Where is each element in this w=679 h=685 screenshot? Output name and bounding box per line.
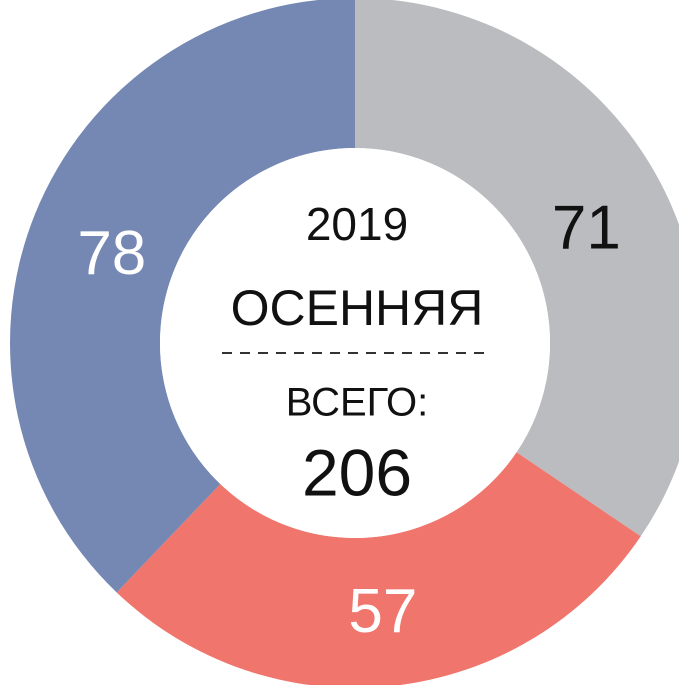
value-label: 78: [77, 219, 146, 288]
total-label: ВСЕГО:: [286, 381, 429, 425]
segments: [10, 0, 679, 685]
segment: [116, 452, 641, 685]
segment: [355, 0, 679, 537]
value-label: 71: [552, 194, 621, 263]
segment: [10, 0, 355, 593]
value-label: 57: [348, 577, 417, 646]
center-hole: [160, 148, 550, 538]
chart-title: 2019: [306, 198, 408, 250]
total-value: 206: [302, 435, 412, 509]
chart-subtitle: ОСЕННЯЯ: [231, 280, 484, 336]
